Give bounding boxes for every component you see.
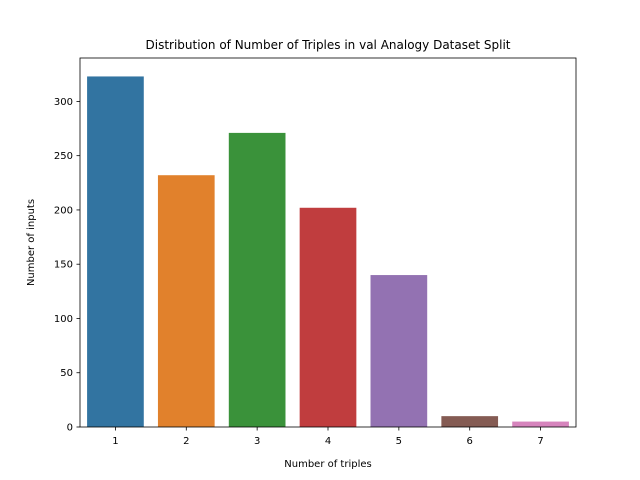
y-tick-label: 150 <box>54 260 73 271</box>
y-tick-label: 200 <box>54 205 73 216</box>
y-tick-label: 100 <box>54 314 73 325</box>
x-tick-label: 3 <box>254 436 260 447</box>
bar-2 <box>157 175 215 427</box>
bar-1 <box>87 76 144 427</box>
bar-5 <box>370 275 428 427</box>
bars-group <box>87 76 569 427</box>
y-tick-label: 300 <box>54 97 73 108</box>
y-tick-label: 50 <box>60 368 73 379</box>
bar-3 <box>228 132 286 427</box>
bar-6 <box>441 416 499 427</box>
x-tick-label: 4 <box>325 436 331 447</box>
x-tick-label: 2 <box>183 436 189 447</box>
chart-title: Distribution of Number of Triples in val… <box>146 38 511 52</box>
x-tick-label: 6 <box>467 436 473 447</box>
y-tick-label: 0 <box>67 423 73 434</box>
x-axis-label: Number of triples <box>284 459 371 470</box>
y-tick-label: 250 <box>54 151 73 162</box>
x-tick-label: 1 <box>112 436 118 447</box>
bar-4 <box>299 207 357 427</box>
plot-area-frame <box>79 57 577 428</box>
y-axis-label: Number of inputs <box>26 199 37 286</box>
bar-7 <box>512 421 569 427</box>
x-tick-label: 7 <box>537 436 543 447</box>
x-tick-label: 5 <box>396 436 402 447</box>
y-axis-ticks: 0 50 100 150 200 250 300 <box>54 97 80 434</box>
x-axis-ticks: 1 2 3 4 5 6 7 <box>112 427 544 447</box>
